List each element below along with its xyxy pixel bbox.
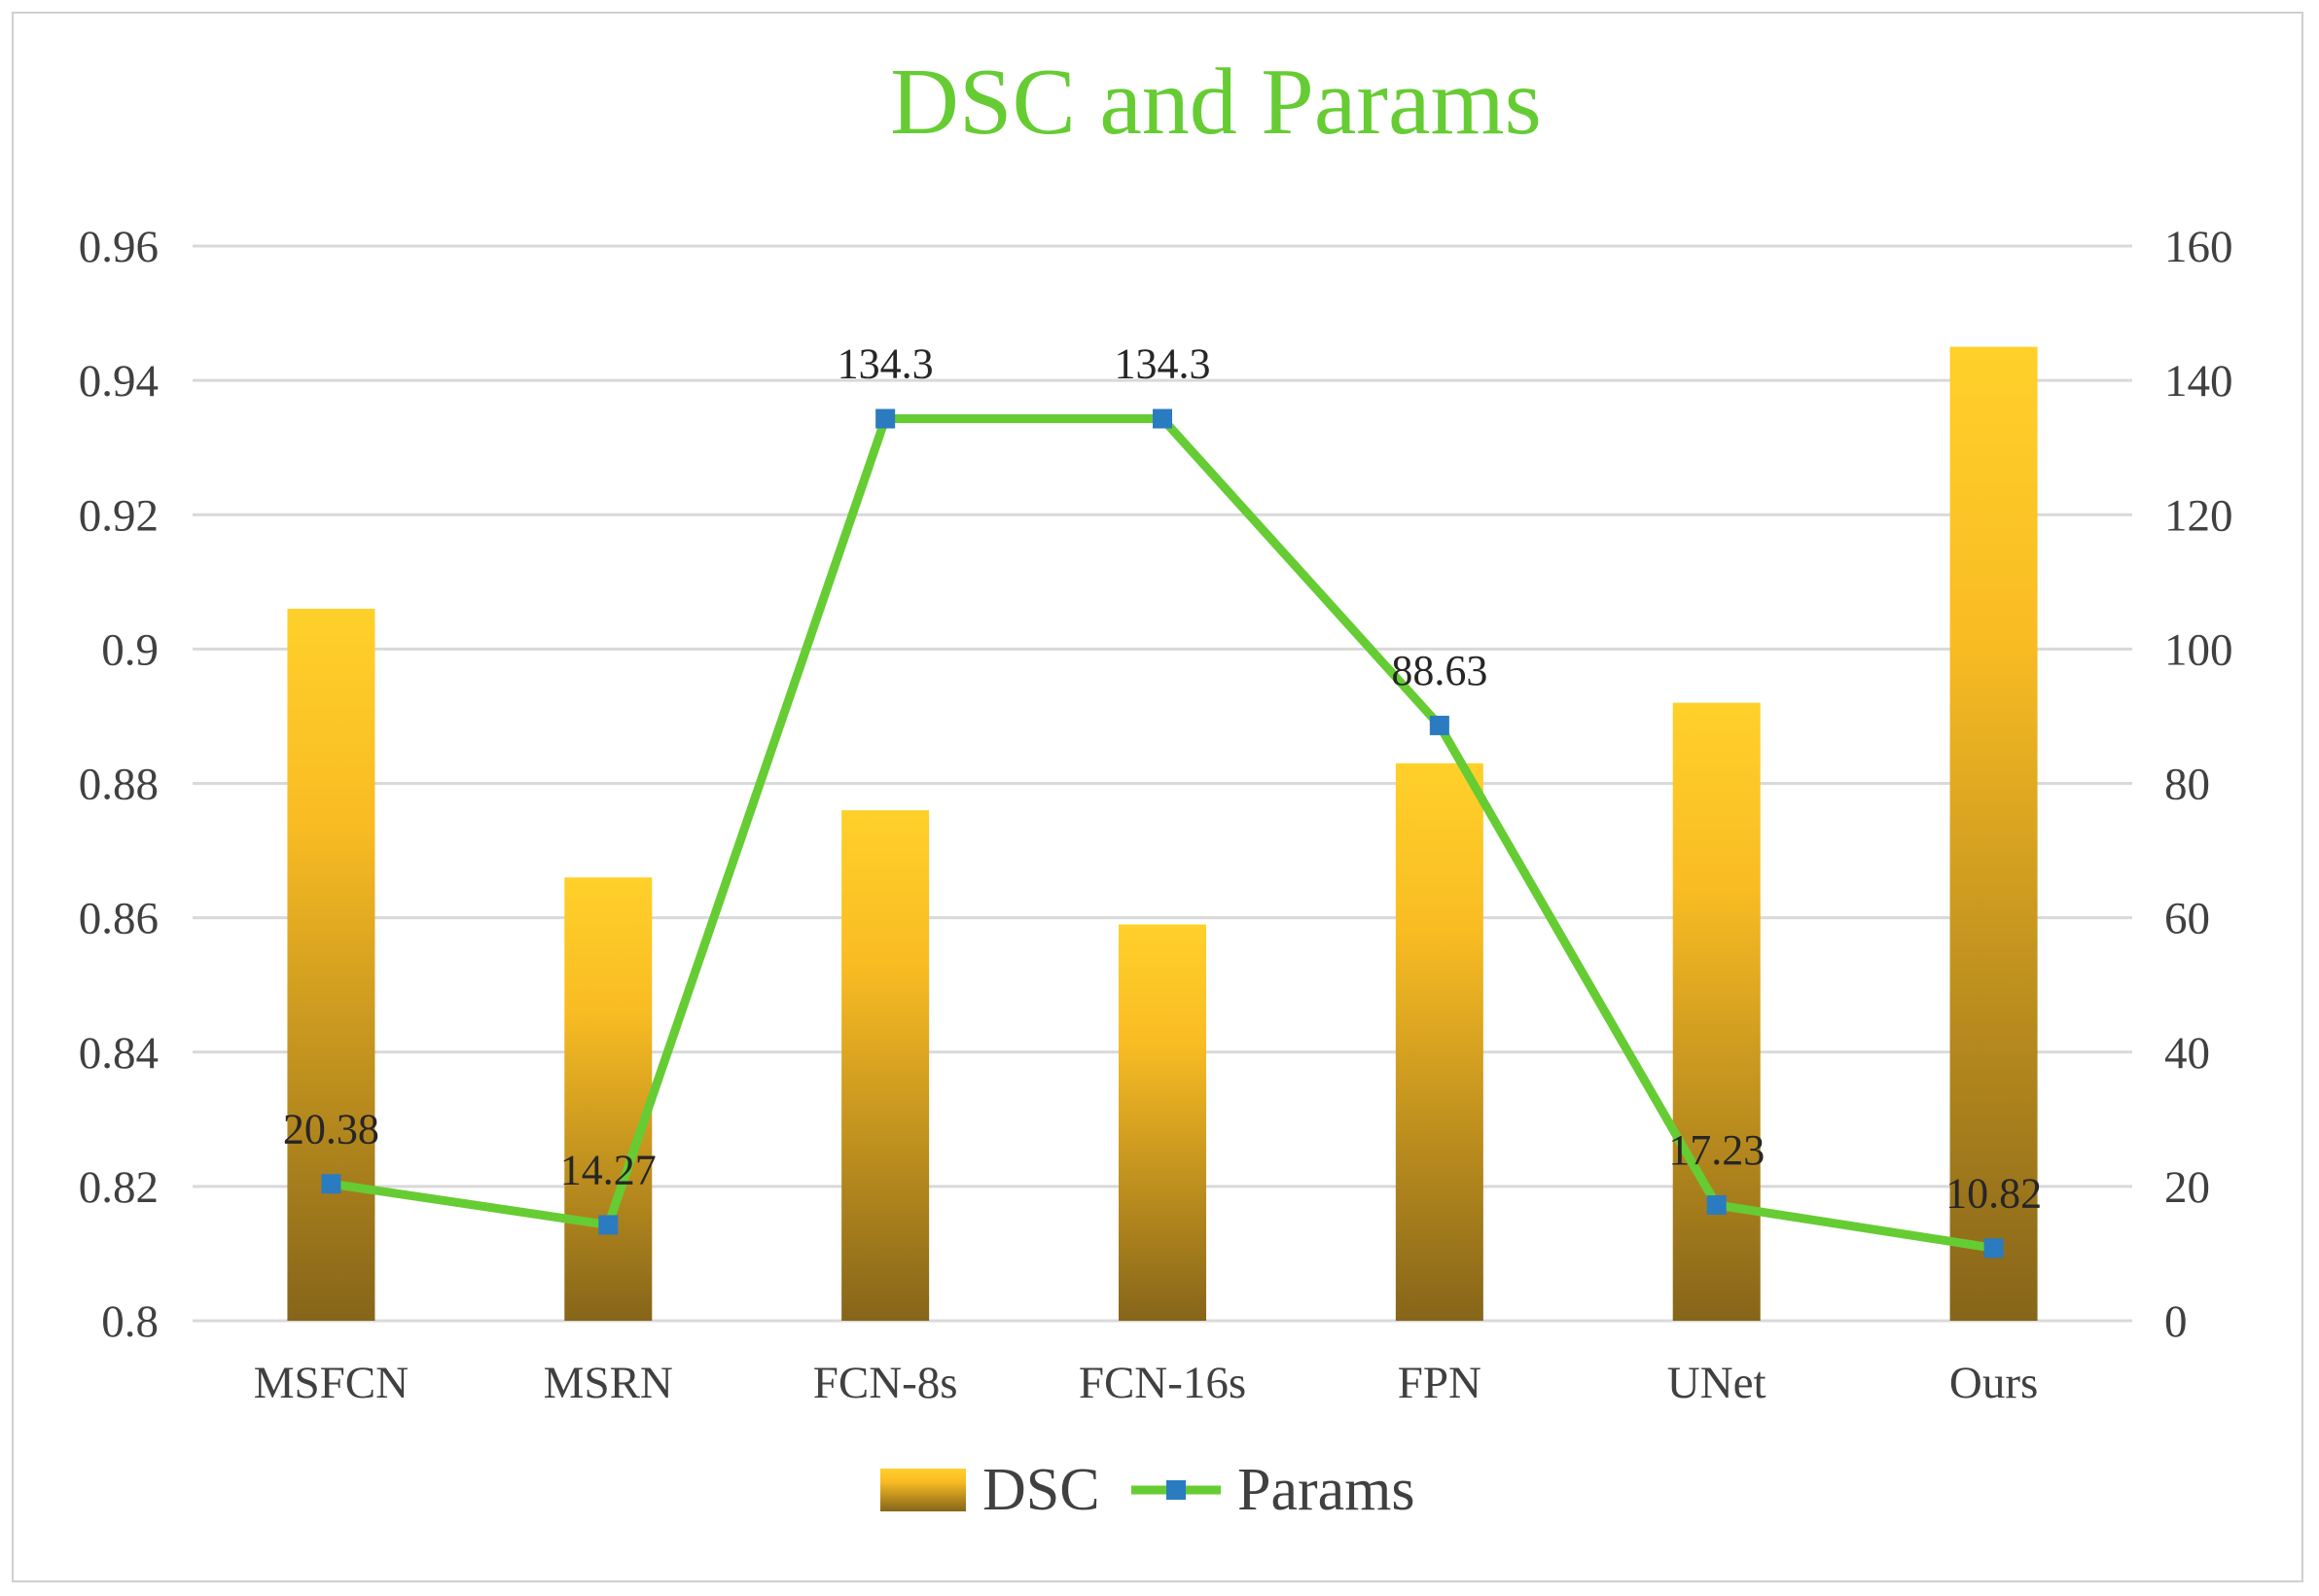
params-data-label: 88.63	[1391, 647, 1487, 694]
right-axis: 0 20 40 60 80 100 120 140 160	[2164, 222, 2233, 1347]
right-tick-label: 140	[2164, 356, 2233, 407]
left-tick-label: 0.94	[79, 356, 159, 407]
x-tick-label: FCN-8s	[813, 1358, 958, 1408]
params-data-label: 10.82	[1945, 1169, 2042, 1217]
left-tick-label: 0.88	[79, 760, 159, 810]
dsc-bars	[287, 346, 2038, 1321]
left-tick-label: 0.84	[79, 1028, 159, 1079]
legend-label-params: Params	[1237, 1457, 1415, 1523]
dsc-bar	[287, 608, 375, 1321]
chart-title: DSC and Params	[890, 50, 1542, 155]
dsc-bar	[564, 877, 653, 1321]
params-line: 20.38 14.27 134.3 134.3 88.63 17.23 10.82	[283, 339, 2042, 1259]
params-point	[1429, 715, 1449, 735]
legend-swatch-dsc	[880, 1469, 966, 1511]
dsc-bar	[841, 810, 930, 1321]
x-axis-labels: MSFCN MSRN FCN-8s FCN-16s FPN UNet Ours	[254, 1358, 2039, 1408]
legend: DSC Params	[880, 1457, 1415, 1523]
left-tick-label: 0.86	[79, 894, 159, 944]
left-tick-label: 0.92	[79, 490, 159, 541]
params-point	[875, 408, 896, 429]
x-tick-label: MSFCN	[254, 1358, 409, 1408]
x-tick-label: FPN	[1398, 1358, 1481, 1408]
x-tick-label: UNet	[1667, 1358, 1766, 1408]
params-point	[1153, 408, 1172, 429]
params-data-label: 20.38	[283, 1105, 379, 1153]
params-point	[598, 1215, 619, 1235]
params-point	[1983, 1238, 2004, 1259]
legend-swatch-params-marker	[1166, 1480, 1186, 1500]
right-tick-label: 160	[2164, 222, 2233, 272]
left-tick-label: 0.82	[79, 1162, 159, 1213]
right-tick-label: 0	[2164, 1296, 2188, 1347]
left-axis: 0.8 0.82 0.84 0.86 0.88 0.9 0.92 0.94 0.96	[79, 222, 159, 1347]
dsc-bar	[1672, 702, 1761, 1321]
params-data-label: 134.3	[1115, 339, 1211, 387]
params-point	[321, 1174, 341, 1194]
right-tick-label: 40	[2164, 1028, 2210, 1079]
right-tick-label: 20	[2164, 1162, 2210, 1213]
left-tick-label: 0.8	[101, 1296, 159, 1347]
dsc-bar	[1395, 763, 1483, 1321]
legend-label-dsc: DSC	[982, 1457, 1100, 1523]
right-tick-label: 120	[2164, 490, 2233, 541]
left-tick-label: 0.9	[101, 624, 159, 675]
params-data-label: 14.27	[560, 1146, 657, 1193]
x-tick-label: MSRN	[544, 1358, 673, 1408]
x-tick-label: Ours	[1949, 1358, 2038, 1408]
params-data-label: 17.23	[1668, 1126, 1765, 1174]
x-tick-label: FCN-16s	[1079, 1358, 1246, 1408]
right-tick-label: 60	[2164, 894, 2210, 944]
dsc-bar	[1119, 924, 1206, 1321]
params-data-label: 134.3	[838, 339, 934, 387]
dsc-bar	[1949, 346, 2038, 1321]
params-point	[1706, 1195, 1727, 1216]
right-tick-label: 80	[2164, 760, 2210, 810]
gridlines	[193, 244, 2132, 1323]
right-tick-label: 100	[2164, 624, 2233, 675]
left-tick-label: 0.96	[79, 222, 159, 272]
